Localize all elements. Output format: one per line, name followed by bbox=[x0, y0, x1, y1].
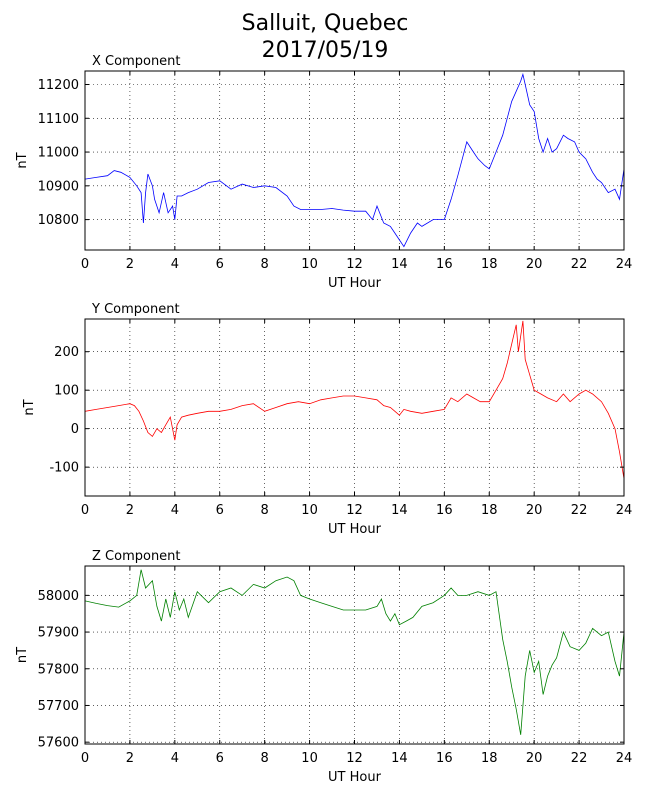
y-xtick-label: 8 bbox=[261, 503, 269, 518]
x-ytick-label: 11200 bbox=[38, 78, 79, 93]
z-xtick-label: 24 bbox=[616, 751, 633, 766]
x-xtick-label: 22 bbox=[571, 257, 588, 272]
x-xtick-label: 8 bbox=[261, 257, 269, 272]
x-panel-title: X Component bbox=[92, 54, 181, 69]
z-ytick-label: 57800 bbox=[38, 662, 79, 677]
z-xtick-label: 6 bbox=[216, 751, 224, 766]
x-ytick-label: 10900 bbox=[38, 179, 79, 194]
z-yaxis-label: nT bbox=[15, 647, 30, 663]
y-xtick-label: 22 bbox=[571, 503, 588, 518]
y-ytick-label: -100 bbox=[49, 461, 79, 476]
y-xtick-label: 2 bbox=[126, 503, 134, 518]
x-component-panel: 0 2 4 6 8 10 12 14 16 18 20 22 241080010900110001110… bbox=[15, 54, 632, 291]
z-xtick-label: 4 bbox=[171, 751, 179, 766]
z-xtick-label: 2 bbox=[126, 751, 134, 766]
y-xaxis-label: UT Hour bbox=[328, 522, 382, 537]
z-ytick-label: 57600 bbox=[38, 736, 79, 751]
z-ytick-label: 58000 bbox=[38, 589, 79, 604]
x-xtick-label: 12 bbox=[346, 257, 363, 272]
y-xtick-label: 18 bbox=[481, 503, 498, 518]
y-xtick-label: 4 bbox=[171, 503, 179, 518]
y-xtick-label: 14 bbox=[391, 503, 408, 518]
z-ytick-label: 57700 bbox=[38, 699, 79, 714]
z-ytick-label: 57900 bbox=[38, 626, 79, 641]
z-xtick-label: 22 bbox=[571, 751, 588, 766]
z-xtick-label: 0 bbox=[81, 751, 89, 766]
x-xaxis-label: UT Hour bbox=[328, 276, 382, 291]
x-ytick-label: 11000 bbox=[38, 146, 79, 161]
x-xtick-label: 24 bbox=[616, 257, 633, 272]
z-xtick-label: 16 bbox=[436, 751, 453, 766]
y-series-line bbox=[85, 320, 624, 479]
y-ytick-label: 0 bbox=[71, 422, 79, 437]
x-xtick-label: 4 bbox=[171, 257, 179, 272]
y-xtick-label: 0 bbox=[81, 503, 89, 518]
y-ytick-label: 100 bbox=[54, 384, 79, 399]
y-xtick-label: 12 bbox=[346, 503, 363, 518]
z-panel-title: Z Component bbox=[92, 549, 181, 564]
x-series-line bbox=[85, 72, 624, 248]
z-xtick-label: 20 bbox=[526, 751, 543, 766]
y-xtick-label: 16 bbox=[436, 503, 453, 518]
x-xtick-label: 14 bbox=[391, 257, 408, 272]
z-component-panel: 0 2 4 6 8 10 12 14 16 18 20 22 245760057700578005790… bbox=[15, 549, 632, 785]
x-ytick-label: 11100 bbox=[38, 112, 79, 127]
x-xtick-label: 18 bbox=[481, 257, 498, 272]
x-xtick-label: 6 bbox=[216, 257, 224, 272]
y-yaxis-label: nT bbox=[22, 399, 37, 415]
y-xtick-label: 24 bbox=[616, 503, 633, 518]
y-panel-title: Y Component bbox=[91, 302, 180, 317]
z-xtick-label: 18 bbox=[481, 751, 498, 766]
figure-title-location: Salluit, Quebec bbox=[241, 11, 409, 36]
x-yaxis-label: nT bbox=[15, 152, 30, 168]
y-xtick-label: 10 bbox=[301, 503, 318, 518]
z-xtick-label: 10 bbox=[301, 751, 318, 766]
y-xtick-label: 20 bbox=[526, 503, 543, 518]
x-xtick-label: 10 bbox=[301, 257, 318, 272]
x-xtick-label: 2 bbox=[126, 257, 134, 272]
x-xtick-label: 0 bbox=[81, 257, 89, 272]
z-series-line bbox=[85, 569, 624, 735]
y-xtick-label: 6 bbox=[216, 503, 224, 518]
z-xtick-label: 8 bbox=[261, 751, 269, 766]
x-xtick-label: 20 bbox=[526, 257, 543, 272]
y-ytick-label: 200 bbox=[54, 345, 79, 360]
x-xtick-label: 16 bbox=[436, 257, 453, 272]
z-xtick-label: 14 bbox=[391, 751, 408, 766]
z-xtick-label: 12 bbox=[346, 751, 363, 766]
x-ytick-label: 10800 bbox=[38, 213, 79, 228]
figure-title: Salluit, Quebec 2017/05/19 bbox=[0, 10, 650, 64]
z-xaxis-label: UT Hour bbox=[328, 770, 382, 785]
figure-title-date: 2017/05/19 bbox=[261, 38, 389, 63]
